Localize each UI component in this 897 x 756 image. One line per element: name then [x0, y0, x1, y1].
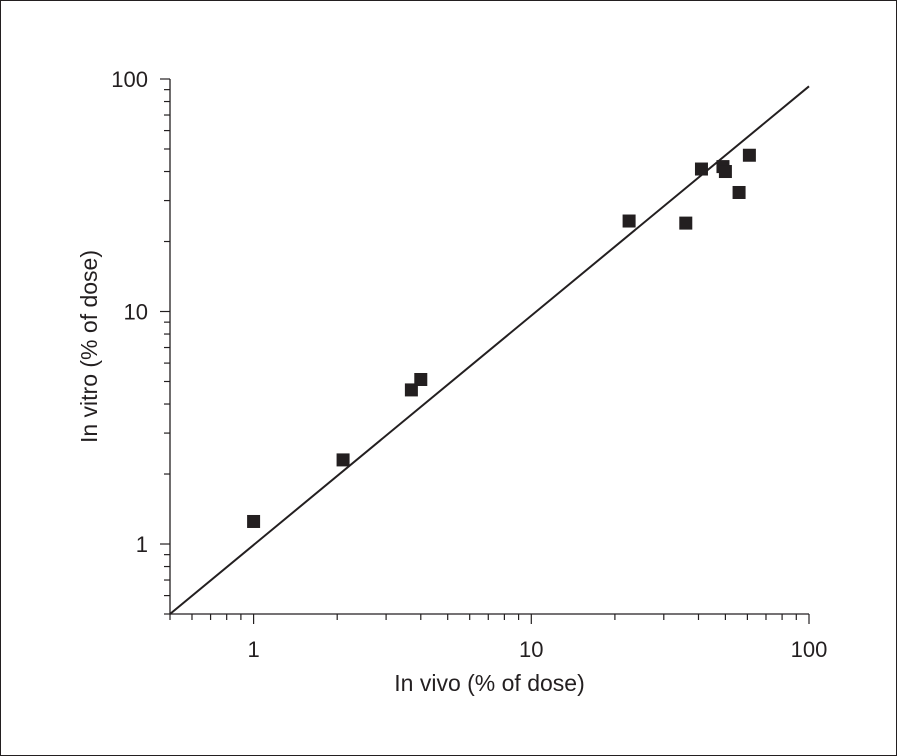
data-point — [247, 514, 261, 528]
reference-line — [169, 85, 810, 615]
data-point — [622, 214, 636, 228]
x-axis-label: In vivo (% of dose) — [394, 670, 584, 696]
y-tick-label: 1 — [136, 532, 148, 557]
data-point — [679, 216, 693, 230]
data-points — [247, 148, 756, 528]
axis-ticks — [160, 78, 810, 624]
data-point — [718, 165, 732, 179]
x-tick-label: 10 — [519, 637, 543, 662]
data-point — [404, 383, 418, 397]
data-point — [414, 372, 428, 386]
data-point — [694, 162, 708, 176]
y-axis-label: In vitro (% of dose) — [76, 250, 102, 443]
reference-line-group — [169, 85, 810, 615]
tick-labels: 1 10 100 1 10 100 — [111, 67, 827, 662]
y-tick-label: 10 — [124, 300, 148, 325]
x-tick-label: 1 — [247, 637, 259, 662]
y-tick-label: 100 — [111, 67, 148, 92]
data-point — [742, 148, 756, 162]
axes — [169, 79, 809, 615]
data-point — [732, 185, 746, 199]
x-tick-label: 100 — [791, 637, 828, 662]
data-point — [336, 453, 350, 467]
